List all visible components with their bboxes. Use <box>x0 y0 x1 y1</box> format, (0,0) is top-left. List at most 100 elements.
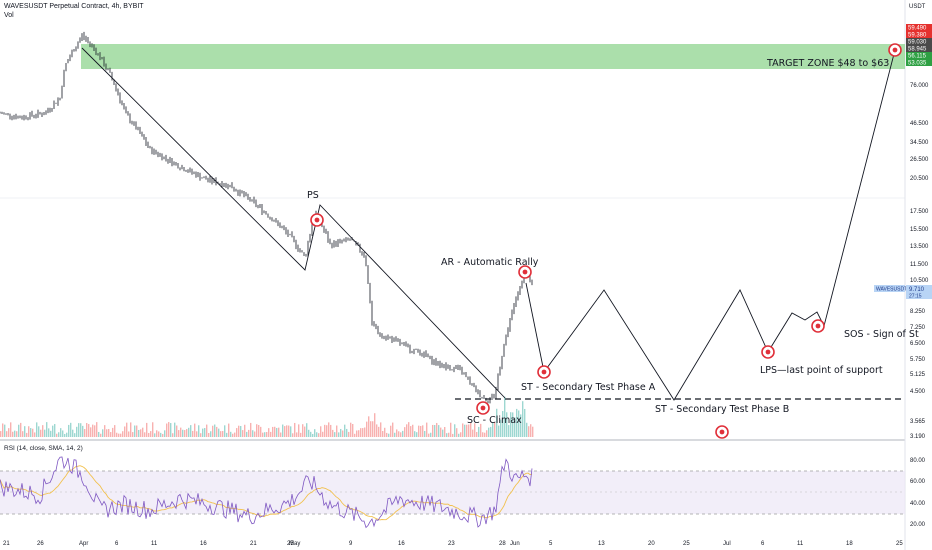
volume-bar <box>82 425 84 437</box>
volume-bar <box>394 432 396 437</box>
volume-bar <box>456 428 458 437</box>
volume-bar <box>282 424 284 437</box>
volume-bar <box>278 427 280 437</box>
volume-bar <box>160 432 162 437</box>
volume-bar <box>196 431 198 437</box>
y-tick-label: 5.125 <box>910 372 926 378</box>
volume-bar <box>114 425 116 437</box>
volume-bar <box>518 410 520 437</box>
volume-bar <box>148 432 150 437</box>
volume-bar <box>392 422 394 437</box>
volume-bar <box>276 427 278 437</box>
volume-bar <box>342 430 344 437</box>
price-axis[interactable]: 76.000 46.500 34.500 26.500 20.500 17.500 15.5… <box>910 83 929 440</box>
volume-bar <box>226 432 228 437</box>
volume-bar <box>272 426 274 437</box>
volume-bar <box>260 426 262 437</box>
volume-bar <box>468 424 470 437</box>
volume-bar <box>56 433 58 437</box>
volume-bar <box>0 431 2 437</box>
x-tick-label: Jun <box>510 541 520 547</box>
volume-bar <box>378 426 380 437</box>
volume-bar <box>128 431 130 437</box>
volume-bar <box>214 424 216 437</box>
volume-bar <box>48 428 50 437</box>
volume-bar <box>34 432 36 437</box>
volume-bar <box>112 427 114 437</box>
volume-bar <box>302 424 304 437</box>
y-tick-label: 7.250 <box>910 325 926 331</box>
volume-bar <box>270 431 272 437</box>
volume-bar <box>54 424 56 437</box>
volume-bar <box>436 422 438 437</box>
volume-bar <box>92 424 94 437</box>
x-tick-label: 6 <box>761 541 765 547</box>
volume-bar <box>156 430 158 437</box>
volume-bar <box>248 429 250 437</box>
volume-bar <box>484 432 486 437</box>
volume-bar <box>166 423 168 437</box>
volume-bar <box>162 433 164 437</box>
volume-bar <box>316 432 318 437</box>
volume-bar <box>442 429 444 437</box>
volume-bar <box>354 433 356 437</box>
volume-bar <box>450 422 452 437</box>
x-tick-label: 28 <box>499 541 506 547</box>
volume-bar <box>186 429 188 437</box>
volume-bar <box>368 416 370 437</box>
volume-bar <box>50 430 52 437</box>
volume-bar <box>300 432 302 437</box>
volume-bar <box>384 427 386 437</box>
volume-bar <box>408 422 410 437</box>
volume-bar <box>530 424 532 437</box>
volume-bar <box>490 426 492 437</box>
volume-bar <box>424 430 426 437</box>
volume-bar <box>386 432 388 437</box>
price-badge-text: 53.035 <box>908 61 927 67</box>
volume-bar <box>66 432 68 437</box>
volume-bar <box>136 425 138 437</box>
volume-bar <box>38 426 40 437</box>
volume-bar <box>6 431 8 437</box>
x-tick-label: 23 <box>448 541 455 547</box>
volume-bar <box>390 425 392 437</box>
volume-bar <box>274 426 276 437</box>
x-tick-label: May <box>289 541 300 547</box>
volume-bar <box>298 424 300 437</box>
volume-bar <box>224 425 226 437</box>
volume-bar <box>120 433 122 437</box>
x-tick-label: 6 <box>115 541 119 547</box>
price-badge <box>906 38 932 45</box>
volume-label: Vol <box>4 12 14 19</box>
rsi-band <box>0 471 905 514</box>
volume-bar <box>70 422 72 437</box>
volume-bar <box>292 433 294 437</box>
volume-bar <box>520 414 522 437</box>
volume-bar <box>402 430 404 437</box>
volume-bar <box>222 431 224 437</box>
x-tick-label: Apr <box>79 541 88 547</box>
volume-bar <box>432 424 434 437</box>
volume-bar <box>118 433 120 437</box>
volume-bar <box>440 427 442 437</box>
rsi-tick-label: 60.00 <box>910 479 926 485</box>
volume-bar <box>216 426 218 437</box>
volume-bar <box>212 425 214 437</box>
volume-bar <box>488 427 490 437</box>
volume-bar <box>338 432 340 437</box>
volume-bar <box>60 428 62 437</box>
volume-bar <box>414 431 416 437</box>
point-marker-dot <box>541 369 547 375</box>
volume-bar <box>14 430 16 437</box>
volume-bar <box>500 419 502 437</box>
annotation-ar: AR - Automatic Rally <box>441 257 539 268</box>
volume-bar <box>18 424 20 437</box>
volume-bar <box>168 422 170 437</box>
volume-bar <box>506 412 508 437</box>
volume-bar <box>344 424 346 437</box>
volume-bar <box>86 423 88 437</box>
volume-bar <box>422 425 424 437</box>
